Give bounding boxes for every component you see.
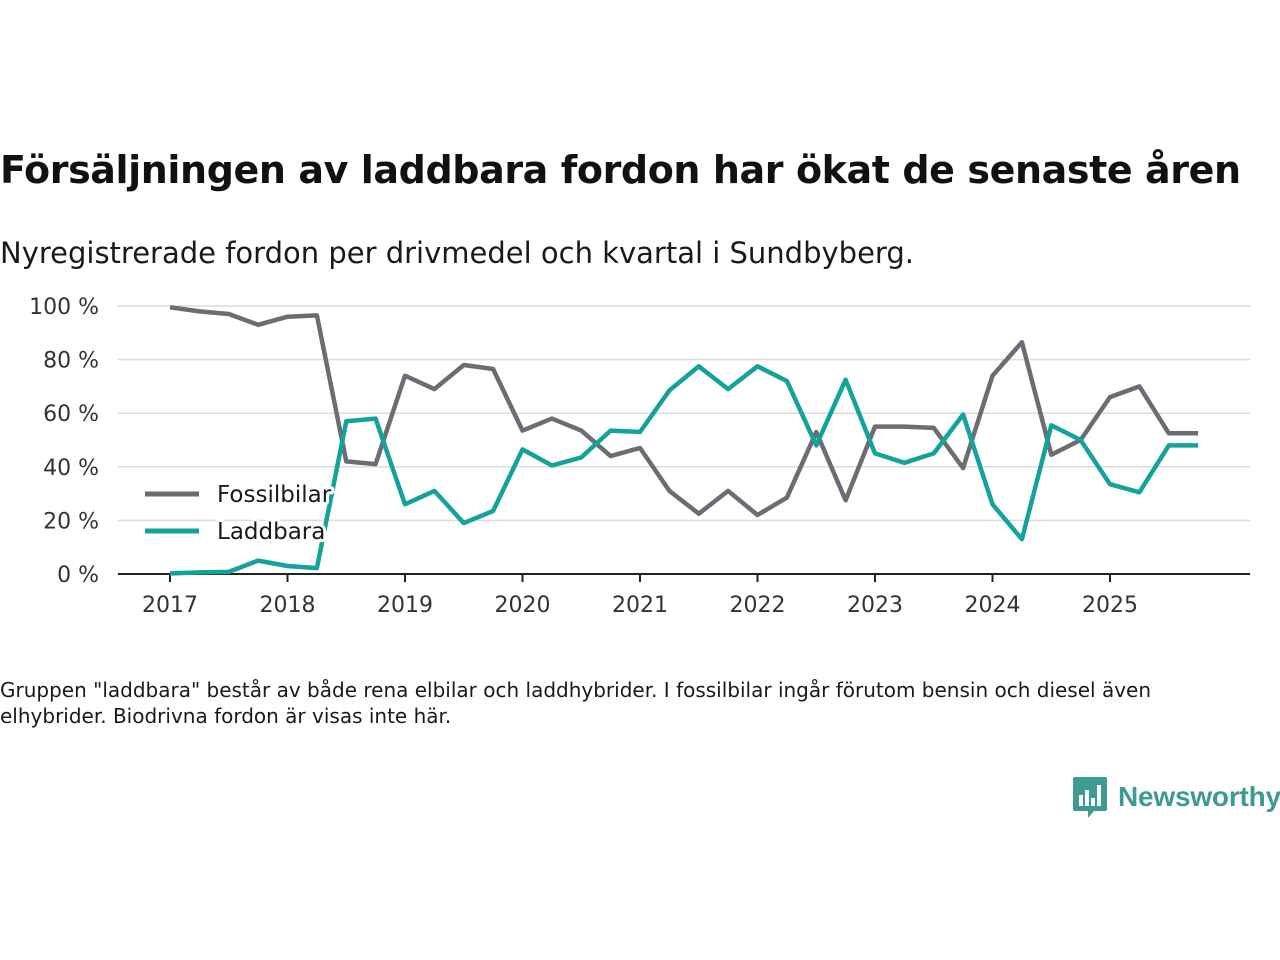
brand-name: Newsworthy (1118, 781, 1280, 812)
series-lines (169, 305, 1199, 576)
x-tick-label: 2025 (1082, 593, 1138, 615)
x-tick-label: 2020 (495, 593, 551, 615)
x-tick-label: 2017 (142, 593, 198, 615)
x-tick-label: 2021 (612, 593, 668, 615)
line-chart: 0 % 20 % 40 % 60 % 80 % 100 % 2017 2018 2019 202… (29, 295, 1250, 615)
grid-lines (118, 305, 1250, 575)
legend-label-fossilbilar: Fossilbilar (217, 482, 332, 508)
y-tick-label: 60 % (43, 402, 99, 427)
x-tick-label: 2018 (260, 593, 316, 615)
y-tick-label: 0 % (57, 563, 99, 588)
newsworthy-logo-icon (1073, 777, 1107, 818)
y-tick-label: 20 % (43, 509, 99, 534)
x-tick-label: 2022 (730, 593, 786, 615)
series-line-laddbara (169, 364, 1199, 576)
legend: Fossilbilar Laddbara (145, 479, 335, 548)
x-tick-label: 2023 (847, 593, 903, 615)
footnote: Gruppen "laddbara" består av både rena e… (0, 678, 1152, 728)
y-tick-label: 40 % (43, 456, 99, 481)
legend-label-laddbara: Laddbara (217, 519, 325, 545)
chart-title: Försäljningen av laddbara fordon har öka… (0, 148, 1241, 192)
brand-logo[interactable]: Newsworthy (1072, 775, 1280, 819)
chart-subtitle: Nyregistrerade fordon per drivmedel och … (0, 236, 914, 270)
y-tick-label: 100 % (29, 295, 99, 320)
x-tick-label: 2019 (377, 593, 433, 615)
y-axis-ticks: 0 % 20 % 40 % 60 % 80 % 100 % (29, 295, 99, 588)
y-tick-label: 80 % (43, 349, 99, 374)
x-tick-label: 2024 (965, 593, 1021, 615)
x-axis-ticks: 2017 2018 2019 2020 2021 2022 2023 2024 2025 (142, 574, 1138, 615)
